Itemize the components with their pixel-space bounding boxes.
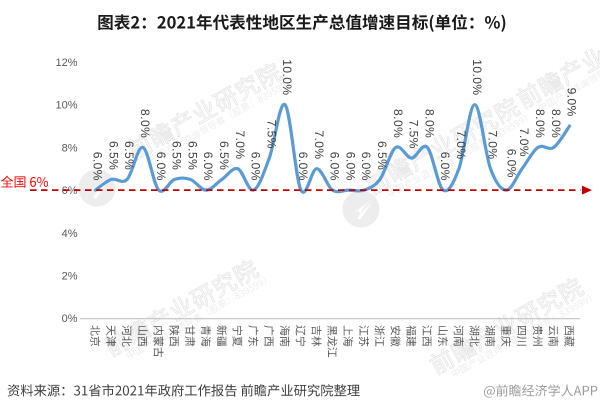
svg-text:6.0%: 6.0% [201,152,215,181]
svg-text:8.0%: 8.0% [549,109,563,138]
svg-text:6.0%: 6.0% [328,152,342,181]
svg-text:7.0%: 7.0% [233,130,247,159]
svg-text:10.0%: 10.0% [280,59,294,95]
svg-text:9.0%: 9.0% [565,88,579,117]
svg-text:6.0%: 6.0% [438,152,452,181]
svg-text:12%: 12% [55,57,77,69]
svg-text:0%: 0% [62,313,78,325]
svg-text:6.5%: 6.5% [217,141,231,170]
svg-text:8.0%: 8.0% [422,109,436,138]
svg-text:8.0%: 8.0% [533,109,547,138]
svg-text:6.5%: 6.5% [106,141,120,170]
svg-text:6.0%: 6.0% [343,152,357,181]
svg-text:6.5%: 6.5% [185,141,199,170]
svg-text:2%: 2% [62,271,78,283]
svg-text:7.0%: 7.0% [454,130,468,159]
svg-text:10%: 10% [55,100,77,112]
svg-text:7.0%: 7.0% [486,130,500,159]
svg-text:4%: 4% [62,228,78,240]
svg-text:6.0%: 6.0% [91,152,105,181]
svg-text:8.0%: 8.0% [391,109,405,138]
svg-text:6.0%: 6.0% [504,149,518,178]
svg-text:7.0%: 7.0% [312,130,326,159]
svg-text:6%: 6% [62,185,78,197]
svg-text:10.0%: 10.0% [470,59,484,95]
svg-text:8%: 8% [62,142,78,154]
svg-text:7.5%: 7.5% [407,120,421,149]
svg-text:6.5%: 6.5% [122,141,136,170]
svg-text:6.0%: 6.0% [296,152,310,181]
svg-text:6.5%: 6.5% [170,141,184,170]
svg-text:6.0%: 6.0% [249,152,263,181]
svg-text:7.5%: 7.5% [264,120,278,149]
svg-text:6.5%: 6.5% [375,141,389,170]
svg-text:6.0%: 6.0% [154,152,168,181]
svg-text:6.0%: 6.0% [359,152,373,181]
svg-text:8.0%: 8.0% [138,109,152,138]
svg-text:7.0%: 7.0% [517,128,531,157]
